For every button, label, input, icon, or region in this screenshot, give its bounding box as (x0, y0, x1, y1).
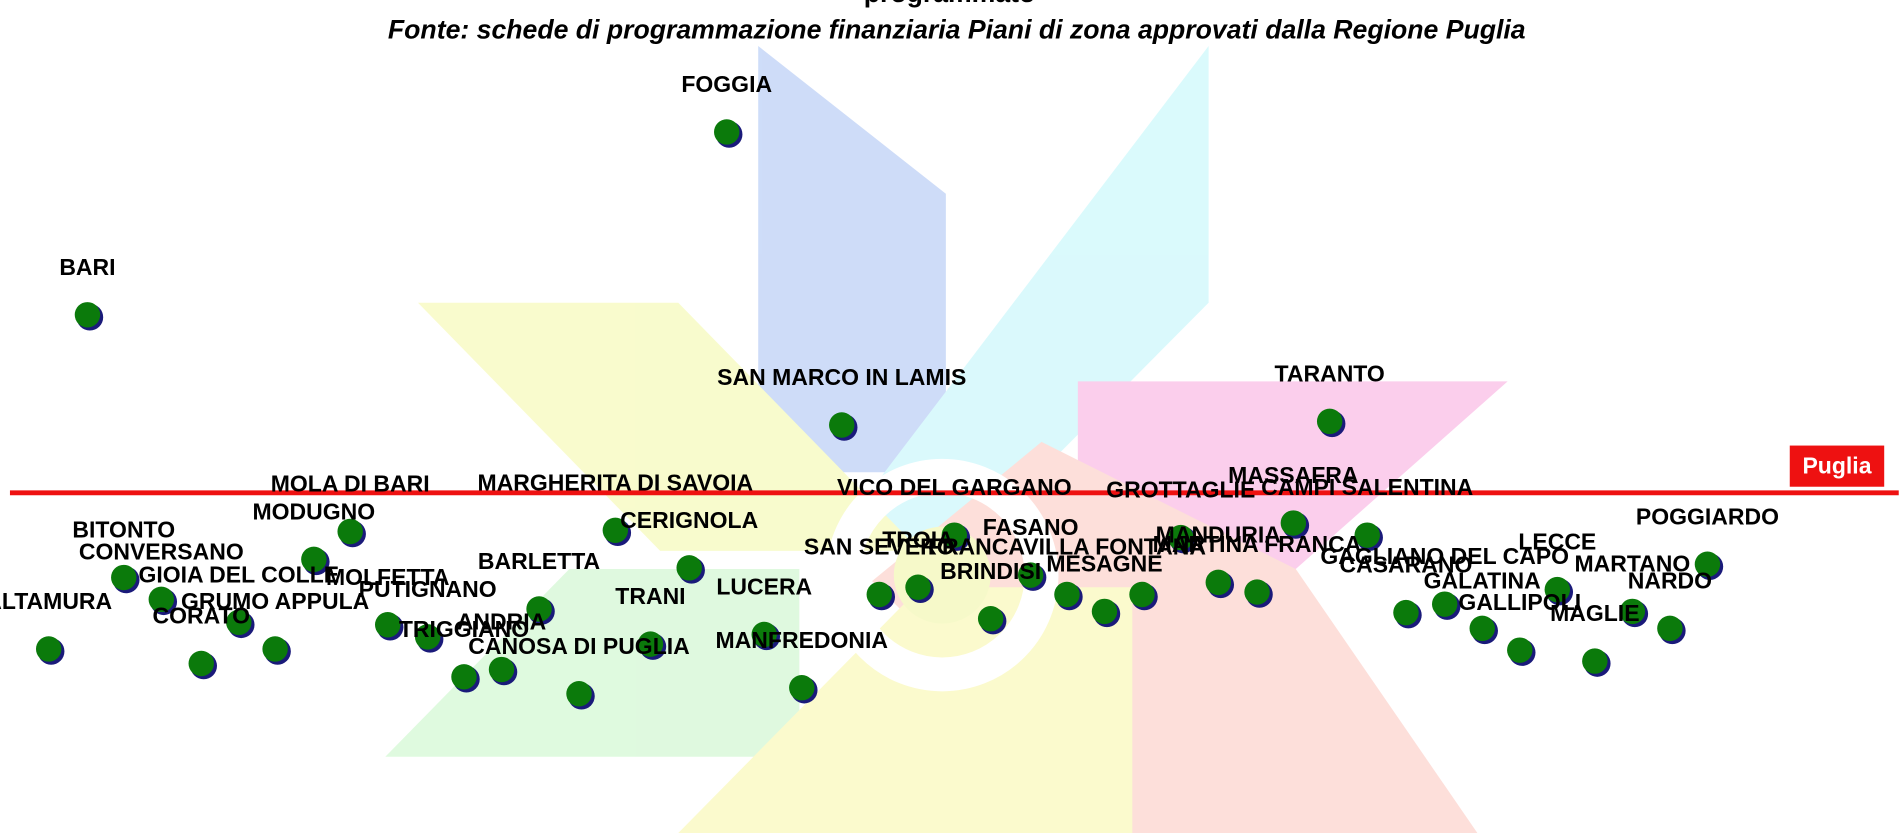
point-label: BARI (59, 254, 115, 280)
point (1129, 582, 1154, 607)
point-label: CERIGNOLA (620, 507, 758, 533)
point (1507, 637, 1532, 662)
point-label: MOLA DI BARI (271, 471, 430, 497)
point (676, 555, 701, 580)
point-label: LUCERA (716, 574, 812, 600)
point (189, 651, 214, 676)
point-label: MANFREDONIA (716, 627, 889, 653)
point-label: POGGIARDO (1636, 503, 1779, 529)
point-label: NARDO (1628, 567, 1712, 593)
point (489, 657, 514, 682)
point (714, 119, 739, 144)
chart: programmato Fonte: schede di programmazi… (0, 0, 1899, 833)
point-label: ANDRIA (457, 609, 546, 635)
point (829, 412, 854, 437)
chart-subtitle: Fonte: schede di programmazione finanzia… (388, 15, 1526, 45)
point-label: BARLETTA (478, 548, 600, 574)
logo-shape (758, 46, 946, 472)
point (867, 582, 892, 607)
point (451, 664, 476, 689)
point (789, 675, 814, 700)
point (1657, 616, 1682, 641)
reference-label: Puglia (1802, 452, 1871, 478)
point (111, 565, 136, 590)
point (1432, 591, 1457, 616)
point-label: VICO DEL GARGANO (837, 474, 1072, 500)
point (978, 606, 1003, 631)
point (36, 636, 61, 661)
point-label: MESAGNE (1046, 551, 1162, 577)
point (1092, 599, 1117, 624)
point (1582, 648, 1607, 673)
point-label: PUTIGNANO (359, 576, 497, 602)
point-label: TRANI (615, 583, 685, 609)
point (1244, 579, 1269, 604)
point-label: TARANTO (1275, 360, 1385, 386)
point (75, 302, 100, 327)
point-label: CAMPI SALENTINA (1261, 474, 1473, 500)
point-label: MAGLIE (1550, 600, 1639, 626)
chart-title: programmato (864, 0, 1036, 8)
point (1470, 616, 1495, 641)
point (1317, 409, 1342, 434)
point (262, 636, 287, 661)
point-label: GRUMO APPULA (181, 588, 369, 614)
point-label: BRINDISI (940, 558, 1041, 584)
point (1054, 582, 1079, 607)
point-label: MODUGNO (253, 498, 376, 524)
point-label: ALTAMURA (0, 588, 112, 614)
point (566, 681, 591, 706)
point (375, 612, 400, 637)
point (1393, 600, 1418, 625)
point-label: GIOIA DEL COLLE (138, 561, 339, 587)
point-label: CANOSA DI PUGLIA (468, 633, 690, 659)
point (905, 575, 930, 600)
point-label: MARGHERITA DI SAVOIA (478, 469, 754, 495)
point (1206, 570, 1231, 595)
point-label: FOGGIA (681, 71, 772, 97)
point-label: SAN MARCO IN LAMIS (717, 364, 966, 390)
background-logo (385, 46, 1507, 833)
